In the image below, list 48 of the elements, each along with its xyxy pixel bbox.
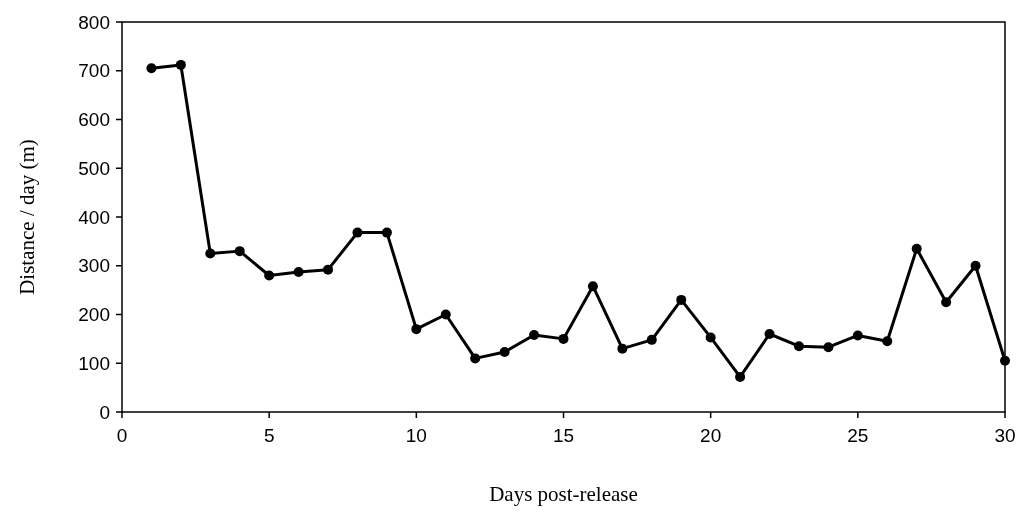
point bbox=[617, 343, 628, 354]
point bbox=[587, 281, 598, 292]
point bbox=[146, 63, 157, 74]
x-tick-label: 5 bbox=[263, 425, 275, 446]
x-tick-label: 15 bbox=[552, 425, 575, 446]
point bbox=[352, 227, 363, 238]
y-tick-label: 200 bbox=[78, 304, 110, 326]
y-tick-label: 400 bbox=[78, 206, 110, 228]
point bbox=[293, 267, 304, 278]
point bbox=[941, 297, 952, 308]
point bbox=[234, 246, 245, 257]
y-tick-label: 300 bbox=[78, 255, 110, 277]
y-tick-label: 0 bbox=[99, 401, 110, 423]
y-tick-label: 500 bbox=[78, 157, 110, 179]
point bbox=[793, 341, 804, 352]
x-tick-label: 20 bbox=[700, 425, 722, 446]
point bbox=[735, 371, 746, 382]
point bbox=[440, 309, 451, 320]
point bbox=[764, 329, 775, 339]
point bbox=[852, 330, 863, 341]
point bbox=[411, 324, 422, 335]
x-tick-label: 30 bbox=[994, 425, 1016, 446]
point bbox=[1000, 355, 1010, 366]
point bbox=[705, 332, 716, 343]
x-axis-title: Days post-release bbox=[489, 482, 638, 506]
y-axis-title: Distance / day (m) bbox=[15, 139, 39, 295]
point bbox=[970, 260, 981, 271]
point bbox=[529, 329, 540, 340]
x-tick-label: 10 bbox=[405, 425, 427, 446]
point bbox=[882, 336, 893, 347]
point bbox=[470, 353, 481, 364]
point bbox=[676, 294, 687, 305]
y-tick-label: 800 bbox=[78, 11, 110, 33]
point bbox=[558, 333, 569, 344]
y-tick-label: 100 bbox=[78, 352, 110, 374]
point bbox=[823, 342, 834, 353]
point bbox=[381, 227, 392, 238]
y-tick-label: 600 bbox=[78, 109, 110, 131]
point bbox=[175, 59, 186, 70]
y-tick-label: 700 bbox=[78, 60, 110, 82]
point bbox=[264, 270, 275, 281]
point bbox=[205, 248, 216, 259]
x-tick-label: 25 bbox=[847, 425, 869, 446]
point bbox=[499, 347, 510, 358]
point bbox=[646, 334, 657, 345]
point bbox=[911, 243, 922, 254]
x-tick-label: 0 bbox=[116, 425, 128, 446]
point bbox=[323, 264, 334, 275]
